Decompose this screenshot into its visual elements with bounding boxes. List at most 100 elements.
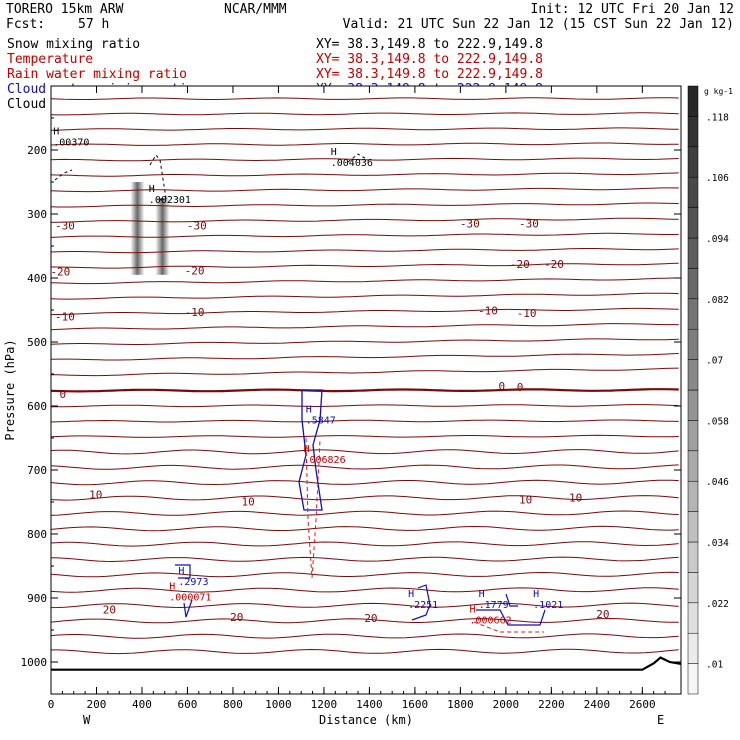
extremum-marker: H [169,582,175,593]
colorbar-tick-label: .07 [706,356,723,367]
isotherm-line [50,587,679,593]
colorbar-swatch [687,389,699,421]
extremum-marker: H [178,566,184,577]
isotherm-label: -10 [478,305,498,318]
extremum-marker: H [53,127,59,138]
isotherm-line [50,277,679,285]
isotherm-line [50,202,679,208]
extremum-value: .000662 [469,616,511,627]
colorbar-swatch [687,359,699,391]
isotherm-line [50,232,679,238]
x-tick-label: 2200 [538,698,565,711]
ice-contour [347,153,369,163]
isotherm-label: -10 [185,306,205,319]
isotherm-label: -20 [185,264,205,277]
x-axis-label: Distance (km) [319,713,413,727]
y-tick-label: 1000 [21,656,48,669]
x-tick-label: 200 [87,698,107,711]
extremum-value: .1779 [479,600,509,611]
y-tick-label: 200 [27,144,47,157]
ice-contour [149,154,167,201]
extremum-marker: H [533,589,539,600]
isotherm-line [50,479,679,486]
colorbar-unit: g kg-1 [704,87,733,96]
isotherm-line [50,142,679,146]
legend-xy: XY= 38.3,149.8 to 222.9,149.8 [316,37,543,52]
extremum-value: .1021 [533,600,563,611]
y-tick-label: 700 [27,464,47,477]
x-tick-label: 1400 [356,698,383,711]
isotherm-label: 10 [89,488,102,501]
isotherm-label: 0 [60,388,67,401]
extremum-marker: H [469,605,475,616]
colorbar-tick-label: .094 [706,234,729,245]
extremum-marker: H [331,147,337,158]
fcst-label: Fcst: [6,17,45,32]
valid-time: Valid: 21 UTC Sun 22 Jan 12 (15 CST Sun … [343,17,734,32]
cloud-water-contour [298,389,323,511]
x-tick-label: 2600 [629,698,656,711]
isotherm-line [50,495,679,501]
isotherm-line [50,217,679,223]
x-tick-label: 0 [48,698,55,711]
isotherm-label: 10 [519,493,532,506]
extremum-value: .004036 [331,158,373,169]
colorbar-tick-label: .106 [706,173,729,184]
x-tick-label: 800 [223,698,243,711]
x-tick-label: 2400 [584,698,611,711]
legend-xy: XY= 38.3,149.8 to 222.9,149.8 [316,67,543,82]
model-title: TORERO 15km ARW [6,2,124,17]
isotherm-line [50,617,679,624]
extremum-value: .00370 [53,138,89,149]
isotherm-label: 0 [499,380,506,393]
isotherm-label: -10 [517,307,537,320]
colorbar-swatch [687,480,699,512]
extremum-value: .006826 [303,455,345,466]
isotherm-label: -20 [50,266,70,279]
colorbar-swatch [687,602,699,634]
y-tick-label: 900 [27,592,47,605]
colorbar-swatch [687,328,699,360]
colorbar-swatch [687,268,699,300]
isotherm-line [50,157,679,162]
colorbar-swatch [687,176,699,208]
isotherm-line [51,648,679,655]
isotherm-line [50,353,679,361]
isotherm-line [51,262,679,269]
isotherm-label: 20 [596,608,609,621]
extremum-value: .002301 [149,195,191,206]
colorbar-tick-label: .034 [706,538,729,549]
x-tick-label: 1800 [447,698,474,711]
extremum-marker: H [303,444,309,455]
extremum-value: .2973 [178,577,208,588]
colorbar-swatch [687,237,699,269]
colorbar-tick-label: .022 [706,599,729,610]
x-tick-label: 1000 [265,698,292,711]
legend-entry: Rain water mixing ratio [7,67,187,82]
isotherm-line [50,510,679,516]
colorbar-tick-label: .046 [706,477,729,488]
isotherm-line [50,97,679,100]
snow-shading [155,198,170,275]
cloud-water-contour [505,593,518,607]
colorbar: .01 .022 .034 .046 .058 .07 .082 .094 .106 .118 g … [687,85,733,695]
x-tick-label: 1600 [402,698,429,711]
rain-water-contour [305,437,321,579]
extremum-marker: H [149,184,155,195]
x-tick-label: 2000 [493,698,520,711]
x-end-label-left: W [83,713,91,727]
isotherm-line [50,127,679,131]
y-tick-label: 500 [27,336,47,349]
isotherm-line [50,556,679,563]
cloud-water-contour [175,564,193,618]
y-tick-label: 600 [27,400,47,413]
plot-frame [50,85,682,695]
isotherm-label: 0 [517,381,524,394]
isotherm-line [50,338,679,345]
colorbar-swatch [687,511,699,543]
colorbar-swatch [687,541,699,573]
init-time: Init: 12 UTC Fri 20 Jan 12 [531,2,735,17]
colorbar-swatch [687,207,699,239]
isotherm-line [50,292,679,300]
